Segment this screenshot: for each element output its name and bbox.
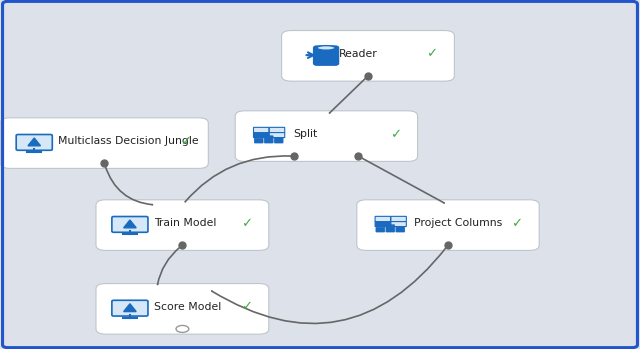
- FancyBboxPatch shape: [253, 127, 269, 133]
- FancyBboxPatch shape: [375, 221, 390, 227]
- FancyArrowPatch shape: [361, 157, 444, 203]
- FancyBboxPatch shape: [396, 227, 404, 232]
- FancyBboxPatch shape: [96, 200, 269, 251]
- Text: ✓: ✓: [426, 47, 438, 61]
- Text: Train Model: Train Model: [154, 218, 216, 228]
- FancyBboxPatch shape: [264, 136, 273, 143]
- FancyBboxPatch shape: [357, 200, 540, 251]
- FancyBboxPatch shape: [269, 127, 285, 133]
- FancyBboxPatch shape: [386, 225, 395, 232]
- Circle shape: [176, 325, 189, 332]
- FancyArrowPatch shape: [330, 78, 366, 113]
- FancyBboxPatch shape: [375, 216, 390, 222]
- Text: ✓: ✓: [241, 300, 252, 314]
- FancyArrowPatch shape: [212, 247, 446, 324]
- Text: ✓: ✓: [390, 128, 401, 141]
- Ellipse shape: [317, 46, 335, 50]
- FancyBboxPatch shape: [391, 216, 406, 222]
- FancyBboxPatch shape: [282, 31, 454, 81]
- FancyBboxPatch shape: [269, 132, 285, 138]
- Polygon shape: [124, 304, 136, 312]
- FancyArrowPatch shape: [105, 166, 152, 205]
- Polygon shape: [28, 138, 40, 146]
- FancyBboxPatch shape: [236, 111, 418, 161]
- FancyBboxPatch shape: [254, 138, 263, 143]
- Text: Multiclass Decision Jungle: Multiclass Decision Jungle: [58, 136, 198, 146]
- Text: ✓: ✓: [241, 217, 252, 230]
- FancyBboxPatch shape: [112, 300, 148, 316]
- Text: ✓: ✓: [511, 217, 522, 230]
- Text: ✓: ✓: [180, 135, 191, 148]
- Text: Score Model: Score Model: [154, 302, 221, 312]
- Polygon shape: [124, 220, 136, 228]
- FancyArrowPatch shape: [157, 247, 180, 284]
- FancyBboxPatch shape: [314, 46, 339, 65]
- FancyBboxPatch shape: [96, 283, 269, 334]
- FancyBboxPatch shape: [1, 118, 208, 169]
- FancyBboxPatch shape: [112, 216, 148, 232]
- FancyBboxPatch shape: [16, 134, 52, 150]
- Text: Reader: Reader: [339, 49, 378, 59]
- Text: Split: Split: [293, 129, 317, 139]
- FancyBboxPatch shape: [275, 138, 283, 143]
- FancyArrowPatch shape: [185, 156, 292, 202]
- FancyBboxPatch shape: [253, 132, 269, 138]
- Text: Project Columns: Project Columns: [415, 218, 502, 228]
- FancyBboxPatch shape: [376, 227, 385, 232]
- FancyBboxPatch shape: [391, 221, 406, 227]
